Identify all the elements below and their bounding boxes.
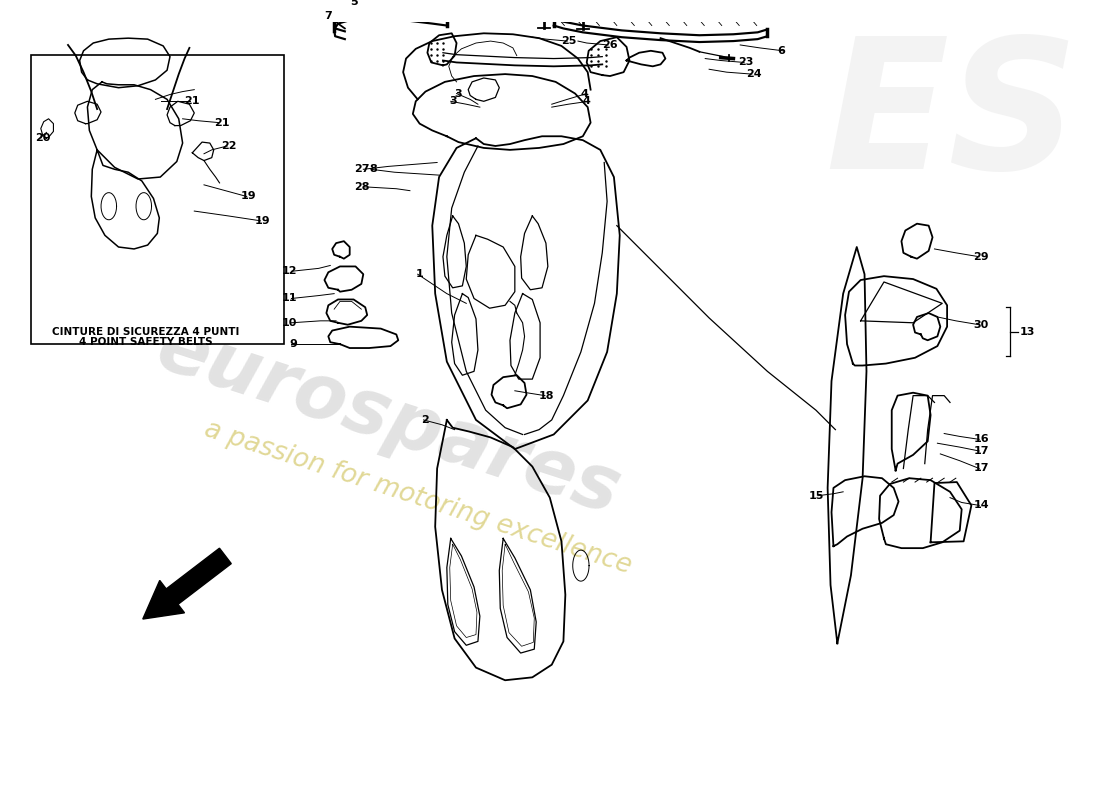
Text: 30: 30 xyxy=(974,320,989,330)
Text: 21: 21 xyxy=(213,118,229,128)
Text: 11: 11 xyxy=(282,294,297,303)
Text: 24: 24 xyxy=(746,69,761,79)
Text: 20: 20 xyxy=(35,134,51,143)
Text: 29: 29 xyxy=(974,252,989,262)
Text: eurospares: eurospares xyxy=(147,310,629,530)
Text: 21: 21 xyxy=(185,96,200,106)
Text: 16: 16 xyxy=(974,434,989,444)
Text: 9: 9 xyxy=(289,339,297,349)
Text: 27: 27 xyxy=(353,164,370,174)
Text: 3: 3 xyxy=(449,96,456,106)
FancyBboxPatch shape xyxy=(31,54,284,344)
Text: 14: 14 xyxy=(974,500,989,510)
Text: 18: 18 xyxy=(539,390,554,401)
Text: 26: 26 xyxy=(603,40,618,50)
Text: a passion for motoring excellence: a passion for motoring excellence xyxy=(201,416,635,579)
Text: 17: 17 xyxy=(974,446,989,456)
Text: 17: 17 xyxy=(974,463,989,474)
FancyArrow shape xyxy=(143,548,231,619)
Text: 19: 19 xyxy=(254,216,271,226)
Text: 23: 23 xyxy=(738,58,754,67)
Text: 5: 5 xyxy=(350,0,358,7)
Text: 12: 12 xyxy=(282,266,297,276)
Text: 10: 10 xyxy=(282,318,297,328)
Text: 7: 7 xyxy=(324,11,332,21)
Text: 4 POINT SAFETY BELTS: 4 POINT SAFETY BELTS xyxy=(79,338,212,347)
Text: 13: 13 xyxy=(1020,326,1035,337)
Text: 19: 19 xyxy=(241,191,256,202)
Text: 4: 4 xyxy=(583,96,591,106)
Text: 8: 8 xyxy=(370,164,377,174)
Text: 28: 28 xyxy=(353,182,370,192)
Text: 1: 1 xyxy=(416,270,424,279)
Text: 6: 6 xyxy=(777,46,785,56)
Text: ES: ES xyxy=(825,30,1079,206)
Text: 15: 15 xyxy=(808,490,824,501)
Text: CINTURE DI SICUREZZA 4 PUNTI: CINTURE DI SICUREZZA 4 PUNTI xyxy=(52,327,240,338)
Text: 22: 22 xyxy=(221,141,236,151)
Text: 25: 25 xyxy=(561,36,576,46)
Text: 2: 2 xyxy=(421,415,429,425)
Text: 4: 4 xyxy=(581,89,589,98)
Text: 3: 3 xyxy=(454,89,462,98)
